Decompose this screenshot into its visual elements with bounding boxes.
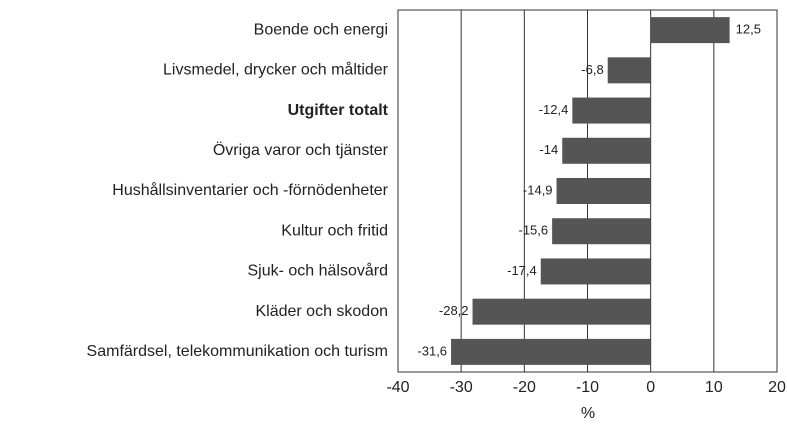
x-tick-label: 20 — [768, 379, 786, 396]
bar — [562, 137, 651, 164]
bar — [556, 178, 651, 204]
bar — [607, 57, 651, 84]
data-label: -31,6 — [417, 343, 447, 358]
data-label: -15,6 — [518, 223, 548, 238]
x-tick-label: -10 — [576, 379, 599, 396]
data-label: -28,2 — [439, 303, 469, 318]
data-label: -6,8 — [581, 62, 603, 77]
bar — [552, 218, 651, 245]
y-tick-label: Hushållsinventarier och -förnödenheter — [112, 181, 388, 199]
bar — [572, 97, 651, 124]
x-tick-label: -20 — [513, 379, 536, 396]
y-tick-label: Livsmedel, drycker och måltider — [163, 61, 389, 79]
x-tick-label: -40 — [386, 379, 409, 396]
data-label: -14,9 — [523, 182, 553, 197]
x-axis-label: % — [581, 405, 595, 422]
x-tick-label: 10 — [705, 379, 723, 396]
y-tick-label: Övriga varor och tjänster — [213, 141, 389, 159]
y-tick-label: Kultur och fritid — [281, 222, 388, 239]
y-tick-label: Utgifter totalt — [288, 102, 389, 119]
data-label: -14 — [539, 142, 558, 157]
y-tick-label: Sjuk- och hälsovård — [247, 262, 388, 280]
y-tick-label: Samfärdsel, telekommunikation och turism — [87, 343, 388, 360]
plot-frame — [397, 9, 778, 373]
data-label: -12,4 — [539, 102, 569, 117]
data-label: -17,4 — [507, 263, 537, 278]
data-label: 12,5 — [736, 22, 761, 37]
bar — [472, 298, 651, 325]
y-tick-label: Boende och energi — [254, 21, 388, 38]
bar — [451, 338, 651, 365]
x-tick-label: 0 — [646, 379, 655, 396]
y-tick-label: Kläder och skodon — [255, 303, 388, 320]
x-tick-label: -30 — [450, 379, 473, 396]
bar — [650, 17, 730, 44]
bar — [540, 258, 651, 285]
